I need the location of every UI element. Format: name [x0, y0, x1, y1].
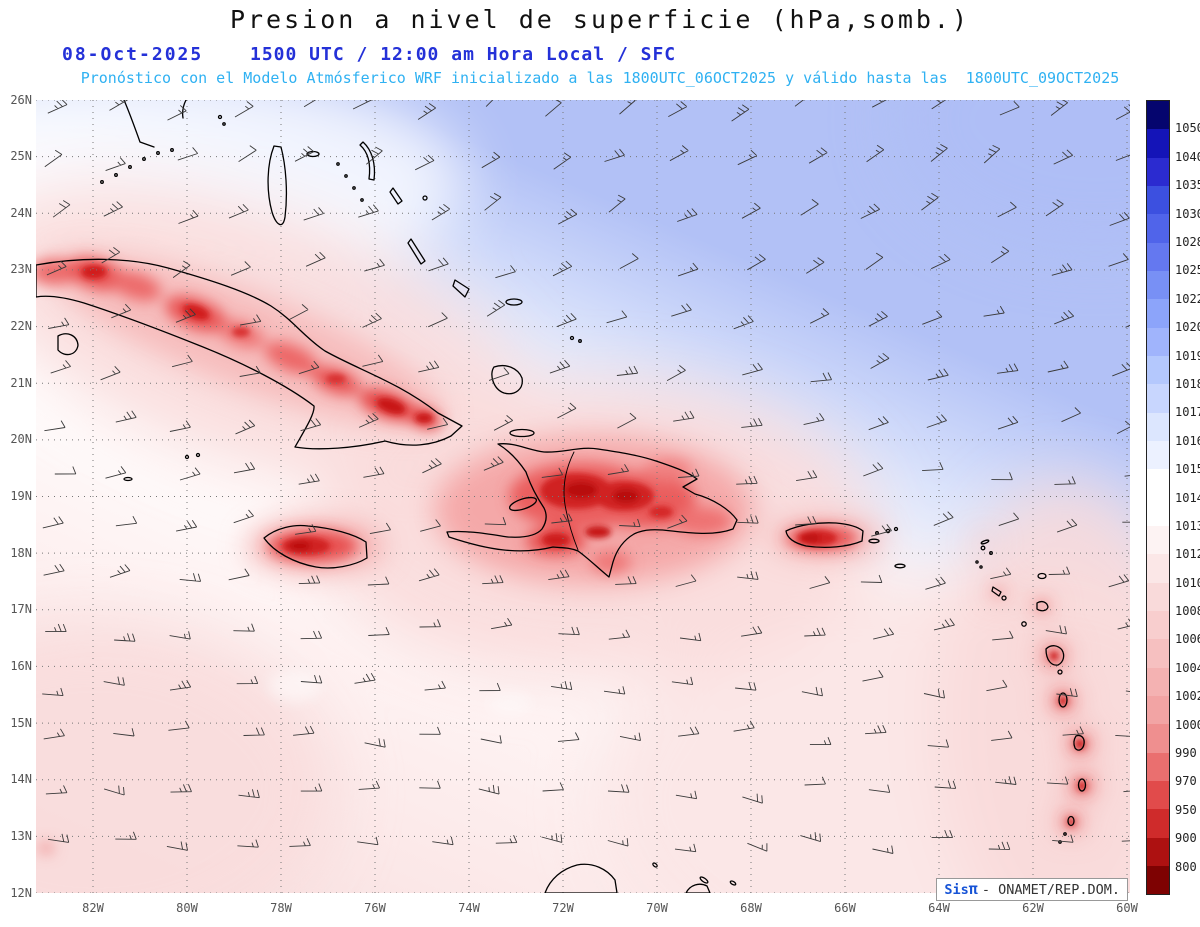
colorbar-label-1020: 1020	[1175, 320, 1200, 335]
colorbar-label-1028: 1028	[1175, 234, 1200, 249]
colorbar-cell-13	[1147, 469, 1169, 498]
coastlines	[36, 100, 1087, 893]
colorbar-cell-20	[1147, 667, 1169, 696]
attribution-text: - ONAMET/REP.DOM.	[981, 882, 1120, 898]
colorbar-label-1014: 1014	[1175, 490, 1200, 505]
colorbar-label-1030: 1030	[1175, 206, 1200, 221]
lat-tick-16N: 16N	[10, 658, 32, 673]
colorbar-cell-19	[1147, 639, 1169, 668]
lon-tick-60W: 60W	[1116, 901, 1138, 915]
colorbar-cell-5	[1147, 242, 1169, 271]
colorbar-label-1008: 1008	[1175, 604, 1200, 619]
colorbar-label-1012: 1012	[1175, 547, 1200, 562]
colorbar-label-1017: 1017	[1175, 405, 1200, 420]
lat-tick-15N: 15N	[10, 715, 32, 730]
lat-tick-23N: 23N	[10, 262, 32, 277]
pressure-shading	[36, 100, 1130, 893]
lat-tick-24N: 24N	[10, 205, 32, 220]
brand-sis: Sis	[944, 882, 969, 898]
colorbar-cell-1	[1147, 129, 1169, 158]
lon-tick-68W: 68W	[740, 901, 762, 915]
colorbar-label-1004: 1004	[1175, 660, 1200, 675]
colorbar-cell-17	[1147, 582, 1169, 611]
colorbar-label-900: 900	[1175, 831, 1197, 846]
lat-tick-14N: 14N	[10, 772, 32, 787]
colorbar-cell-7	[1147, 299, 1169, 328]
colorbar-cell-25	[1147, 809, 1169, 838]
colorbar-cell-23	[1147, 752, 1169, 781]
colorbar-label-1016: 1016	[1175, 433, 1200, 448]
lon-tick-72W: 72W	[552, 901, 574, 915]
colorbar-label-1002: 1002	[1175, 689, 1200, 704]
lon-tick-82W: 82W	[82, 901, 104, 915]
colorbar	[1146, 100, 1170, 895]
colorbar-cell-27	[1147, 865, 1169, 895]
colorbar-label-950: 950	[1175, 802, 1197, 817]
colorbar-cell-26	[1147, 837, 1169, 866]
colorbar-label-1025: 1025	[1175, 263, 1200, 278]
colorbar-cell-3	[1147, 185, 1169, 215]
lat-tick-17N: 17N	[10, 602, 32, 617]
lon-tick-64W: 64W	[928, 901, 950, 915]
colorbar-cell-16	[1147, 554, 1169, 583]
colorbar-cell-10	[1147, 384, 1169, 413]
page-title: Presion a nivel de superficie (hPa,somb.…	[229, 5, 971, 34]
lat-tick-12N: 12N	[10, 885, 32, 900]
colorbar-cell-22	[1147, 724, 1169, 753]
valid-date: 08-Oct-2025	[62, 44, 204, 65]
colorbar-cell-18	[1147, 610, 1169, 640]
lat-tick-20N: 20N	[10, 432, 32, 447]
lon-tick-66W: 66W	[834, 901, 856, 915]
lon-tick-74W: 74W	[458, 901, 480, 915]
map-area: Sisπ - ONAMET/REP.DOM.	[36, 100, 1130, 901]
wind-barbs	[42, 100, 1130, 854]
lon-tick-70W: 70W	[646, 901, 668, 915]
colorbar-cell-21	[1147, 695, 1169, 725]
colorbar-cell-0	[1147, 101, 1169, 130]
colorbar-cell-12	[1147, 440, 1169, 470]
colorbar-cell-4	[1147, 214, 1169, 243]
colorbar-label-1000: 1000	[1175, 717, 1200, 732]
colorbar-label-1040: 1040	[1175, 149, 1200, 164]
lat-tick-26N: 26N	[10, 92, 32, 107]
colorbar-label-1035: 1035	[1175, 178, 1200, 193]
pressure-map-svg	[36, 100, 1130, 893]
colorbar-label-1013: 1013	[1175, 518, 1200, 533]
colorbar-label-1010: 1010	[1175, 575, 1200, 590]
lat-tick-19N: 19N	[10, 489, 32, 503]
colorbar-label-1019: 1019	[1175, 348, 1200, 363]
lon-tick-76W: 76W	[364, 901, 386, 915]
colorbar-label-1015: 1015	[1175, 462, 1200, 477]
brand-pi-symbol: π	[968, 880, 978, 898]
colorbar-label-1050: 1050	[1175, 121, 1200, 136]
lon-tick-80W: 80W	[176, 901, 198, 915]
colorbar-label-990: 990	[1175, 746, 1197, 761]
colorbar-label-800: 800	[1175, 859, 1197, 874]
colorbar-label-1006: 1006	[1175, 632, 1200, 647]
lat-tick-22N: 22N	[10, 319, 32, 334]
colorbar-cell-15	[1147, 525, 1169, 555]
lat-tick-13N: 13N	[10, 828, 32, 843]
lon-tick-62W: 62W	[1022, 901, 1044, 915]
attribution-badge: Sisπ - ONAMET/REP.DOM.	[936, 878, 1128, 901]
lat-tick-25N: 25N	[10, 149, 32, 164]
colorbar-label-1022: 1022	[1175, 291, 1200, 306]
colorbar-cell-6	[1147, 270, 1169, 300]
model-run-info: Pronóstico con el Modelo Atmósferico WRF…	[80, 69, 1120, 87]
lon-tick-78W: 78W	[270, 901, 292, 915]
valid-time: 1500 UTC / 12:00 am Hora Local / SFC	[250, 44, 677, 65]
colorbar-cell-24	[1147, 780, 1169, 810]
colorbar-cell-8	[1147, 327, 1169, 356]
lat-tick-21N: 21N	[10, 375, 32, 390]
colorbar-cell-9	[1147, 355, 1169, 385]
colorbar-cell-14	[1147, 497, 1169, 526]
colorbar-label-1018: 1018	[1175, 376, 1200, 391]
colorbar-cell-2	[1147, 157, 1169, 186]
colorbar-label-970: 970	[1175, 774, 1197, 789]
colorbar-cell-11	[1147, 412, 1169, 441]
lat-tick-18N: 18N	[10, 545, 32, 560]
graticule	[36, 100, 1130, 893]
